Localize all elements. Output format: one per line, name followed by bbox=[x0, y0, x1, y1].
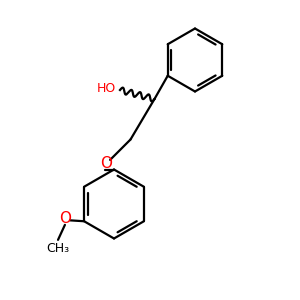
Text: O: O bbox=[59, 211, 71, 226]
Text: HO: HO bbox=[97, 82, 116, 95]
Text: O: O bbox=[100, 156, 112, 171]
Text: CH₃: CH₃ bbox=[46, 242, 70, 255]
